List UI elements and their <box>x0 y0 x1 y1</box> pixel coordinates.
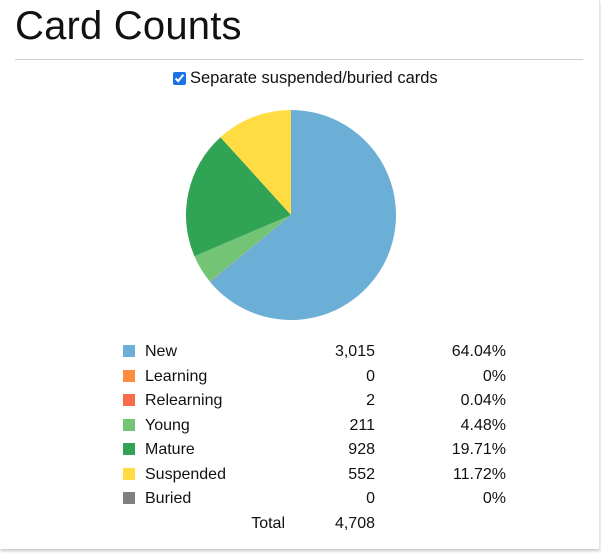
legend-label: New <box>145 343 178 361</box>
legend-swatch-relearning <box>123 394 135 407</box>
pie-slice-relearning[interactable] <box>209 215 291 282</box>
legend-swatch-new <box>123 345 135 358</box>
legend-label: Learning <box>145 367 208 385</box>
separate-suspended-toggle[interactable]: Separate suspended/buried cards <box>173 67 438 89</box>
legend-label: Buried <box>145 490 192 508</box>
legend-swatch-suspended <box>123 467 135 480</box>
legend-percent: 4.48% <box>460 416 506 434</box>
legend-row-buried[interactable]: Buried 0 0% <box>115 487 506 512</box>
legend-row-total: Total 4,708 <box>115 512 506 537</box>
legend-count: 211 <box>349 416 375 434</box>
legend-row-learning[interactable]: Learning 0 0% <box>115 365 506 390</box>
legend-percent: 0% <box>482 367 506 385</box>
page-title: Card Counts <box>15 4 242 48</box>
card-counts-pie-chart <box>185 110 396 320</box>
legend-count: 552 <box>348 465 375 483</box>
legend-label: Young <box>145 416 190 434</box>
legend-percent: 11.72% <box>452 465 506 483</box>
legend-label: Relearning <box>145 392 223 410</box>
legend-count: 2 <box>366 392 375 410</box>
pie-slice-new[interactable] <box>209 110 396 320</box>
legend-count: 0 <box>366 490 375 508</box>
legend-count: 0 <box>366 367 375 385</box>
legend-percent: 64.04% <box>451 343 506 361</box>
separate-suspended-label: Separate suspended/buried cards <box>190 68 438 87</box>
legend-percent: 19.71% <box>451 441 506 459</box>
pie-slice-young[interactable] <box>194 215 291 282</box>
legend-swatch-learning <box>123 369 135 382</box>
legend-row-relearning[interactable]: Relearning 2 0.04% <box>115 389 506 414</box>
legend-label: Mature <box>145 441 195 459</box>
legend-swatch-buried <box>123 492 135 505</box>
pie-slice-suspended[interactable] <box>220 110 291 215</box>
card-counts-legend: New 3,015 64.04% Learning 0 0% Relearnin… <box>115 340 506 536</box>
separate-suspended-checkbox[interactable] <box>173 71 186 85</box>
legend-label: Suspended <box>145 465 226 483</box>
legend-row-mature[interactable]: Mature 928 19.71% <box>115 438 506 463</box>
legend-total-label: Total <box>251 514 285 532</box>
legend-percent: 0% <box>482 490 506 508</box>
title-divider <box>15 59 583 60</box>
pie-slice-mature[interactable] <box>185 137 291 257</box>
legend-row-young[interactable]: Young 211 4.48% <box>115 414 506 439</box>
legend-row-new[interactable]: New 3,015 64.04% <box>115 340 506 365</box>
legend-row-suspended[interactable]: Suspended 552 11.72% <box>115 463 506 488</box>
legend-swatch-young <box>123 418 135 431</box>
legend-count: 3,015 <box>334 343 375 361</box>
legend-total-count: 4,708 <box>334 514 375 532</box>
legend-count: 928 <box>348 441 375 459</box>
legend-swatch-mature <box>123 443 135 456</box>
legend-percent: 0.04% <box>460 392 506 410</box>
